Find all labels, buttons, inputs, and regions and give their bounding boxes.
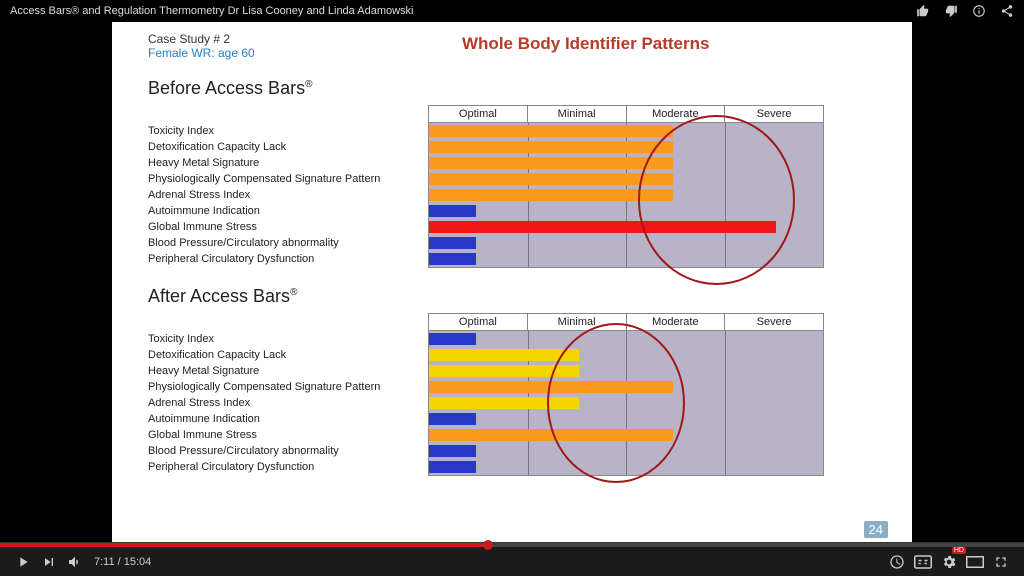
title-actions (916, 4, 1014, 18)
row-label: Global Immune Stress (148, 219, 428, 235)
control-row: 7:11 / 15:04 HD (0, 547, 1024, 576)
bar (429, 157, 673, 169)
settings-button[interactable]: HD (936, 549, 962, 575)
bar (429, 125, 673, 137)
row-label: Physiologically Compensated Signature Pa… (148, 171, 428, 187)
slide-main-title: Whole Body Identifier Patterns (462, 34, 709, 54)
row-label: Detoxification Capacity Lack (148, 139, 428, 155)
row-label: Heavy Metal Signature (148, 363, 428, 379)
row-label: Peripheral Circulatory Dysfunction (148, 459, 428, 475)
chart-category-header: Minimal (528, 106, 627, 122)
time-display: 7:11 / 15:04 (94, 556, 151, 568)
bar (429, 189, 673, 201)
bar (429, 205, 476, 217)
row-label: Blood Pressure/Circulatory abnormality (148, 443, 428, 459)
row-label: Adrenal Stress Index (148, 187, 428, 203)
video-area[interactable]: Case Study # 2 Female WR: age 60 Whole B… (0, 22, 1024, 542)
bar (429, 173, 673, 185)
player-controls: 7:11 / 15:04 HD (0, 542, 1024, 576)
before-row-labels: Toxicity IndexDetoxification Capacity La… (148, 105, 428, 267)
chart-category-header: Optimal (429, 106, 528, 122)
time-current: 7:11 (94, 556, 115, 568)
row-label: Autoimmune Indication (148, 411, 428, 427)
before-chart-body (429, 123, 823, 267)
fullscreen-button[interactable] (988, 549, 1014, 575)
hd-badge: HD (952, 547, 966, 554)
after-row-labels: Toxicity IndexDetoxification Capacity La… (148, 313, 428, 475)
thumbs-up-icon[interactable] (916, 4, 930, 18)
bar (429, 445, 476, 457)
row-label: Global Immune Stress (148, 427, 428, 443)
video-title: Access Bars® and Regulation Thermometry … (10, 5, 414, 17)
row-label: Heavy Metal Signature (148, 155, 428, 171)
info-icon[interactable] (972, 4, 986, 18)
next-button[interactable] (36, 549, 62, 575)
slide-content: Case Study # 2 Female WR: age 60 Whole B… (112, 22, 912, 542)
chart-category-header: Severe (725, 314, 823, 330)
volume-button[interactable] (62, 549, 88, 575)
bar (429, 237, 476, 249)
bar (429, 253, 476, 265)
after-title: After Access Bars® (148, 286, 876, 307)
row-label: Blood Pressure/Circulatory abnormality (148, 235, 428, 251)
bar (429, 349, 579, 361)
after-chart: OptimalMinimalModerateSevere (428, 313, 824, 476)
thumbs-down-icon[interactable] (944, 4, 958, 18)
time-total: 15:04 (124, 556, 152, 568)
row-label: Detoxification Capacity Lack (148, 347, 428, 363)
share-icon[interactable] (1000, 4, 1014, 18)
captions-button[interactable] (910, 549, 936, 575)
before-title: Before Access Bars® (148, 78, 876, 99)
row-label: Peripheral Circulatory Dysfunction (148, 251, 428, 267)
after-chart-wrap: Toxicity IndexDetoxification Capacity La… (148, 313, 876, 476)
row-label: Toxicity Index (148, 331, 428, 347)
bar (429, 413, 476, 425)
bar (429, 333, 476, 345)
before-chart-wrap: Toxicity IndexDetoxification Capacity La… (148, 105, 876, 268)
video-player: Access Bars® and Regulation Thermometry … (0, 0, 1024, 576)
bar (429, 141, 673, 153)
row-label: Autoimmune Indication (148, 203, 428, 219)
page-number: 24 (864, 521, 888, 538)
before-chart-header: OptimalMinimalModerateSevere (429, 106, 823, 123)
title-bar: Access Bars® and Regulation Thermometry … (0, 0, 1024, 22)
after-chart-body (429, 331, 823, 475)
row-label: Adrenal Stress Index (148, 395, 428, 411)
chart-category-header: Optimal (429, 314, 528, 330)
watch-later-button[interactable] (884, 549, 910, 575)
highlight-ellipse (638, 115, 796, 285)
highlight-ellipse (547, 323, 685, 483)
row-label: Physiologically Compensated Signature Pa… (148, 379, 428, 395)
play-button[interactable] (10, 549, 36, 575)
row-label: Toxicity Index (148, 123, 428, 139)
before-chart: OptimalMinimalModerateSevere (428, 105, 824, 268)
bar (429, 461, 476, 473)
